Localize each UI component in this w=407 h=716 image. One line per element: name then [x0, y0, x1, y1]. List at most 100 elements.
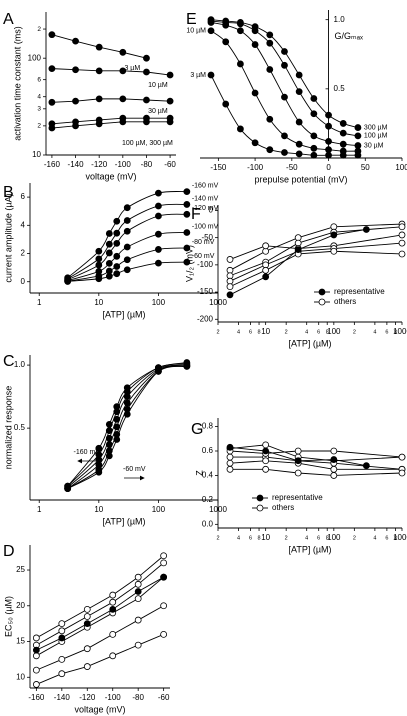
x-tick-label: -160: [28, 693, 45, 702]
x-tick-label: 2: [353, 535, 356, 541]
data-point: [398, 250, 406, 258]
data-point: [262, 266, 270, 274]
x-tick-label: 1000: [393, 327, 407, 336]
data-point: [95, 247, 103, 255]
x-tick-label: -100: [247, 163, 264, 172]
y-axis-label: V₁/₂ (mV): [184, 245, 194, 282]
y-tick-label: 15: [16, 637, 25, 646]
x-tick-label: 1000: [393, 533, 407, 542]
x-tick-label: 10: [94, 298, 103, 307]
x-tick-label: 6: [385, 329, 388, 335]
y-tick-label: -200: [197, 314, 214, 323]
series-label: 3 µM: [190, 72, 206, 79]
legend-marker: [318, 298, 326, 306]
data-point: [83, 605, 91, 613]
panel-label: A: [3, 11, 14, 28]
data-point: [155, 189, 162, 197]
data-point: [354, 142, 362, 149]
data-point: [143, 68, 150, 76]
x-tick-label: 1: [37, 298, 42, 307]
data-point: [109, 605, 117, 613]
data-point: [183, 210, 191, 218]
x-tick-label: 8: [394, 535, 397, 541]
y-tick-label: 4: [37, 93, 41, 100]
data-point: [266, 31, 274, 39]
data-point: [72, 37, 79, 45]
data-point: [58, 627, 66, 635]
series-line: [51, 68, 171, 76]
y-tick-label: 4: [21, 220, 26, 229]
x-tick-label: -120: [79, 693, 96, 702]
data-point: [113, 423, 121, 431]
series-label: -120 mV: [192, 205, 219, 212]
data-point: [105, 240, 113, 248]
legend-marker: [256, 504, 264, 512]
data-point: [226, 443, 234, 451]
data-point: [105, 249, 113, 257]
data-point: [294, 469, 302, 477]
series-label: 3 µM: [124, 65, 140, 72]
data-point: [281, 132, 288, 140]
data-point: [330, 247, 338, 255]
data-point: [32, 652, 40, 660]
x-tick-label: 100: [152, 298, 166, 307]
x-tick-label: -100: [105, 693, 122, 702]
data-point: [310, 95, 318, 102]
data-point: [95, 468, 103, 476]
y-tick-label: 1.0: [14, 360, 26, 369]
data-point: [236, 60, 244, 68]
panel-label: B: [3, 184, 14, 201]
data-point: [339, 140, 347, 148]
data-point: [183, 188, 191, 196]
y-tick-label: 0: [209, 206, 214, 215]
x-tick-label: 100: [395, 163, 407, 172]
data-point: [48, 98, 56, 106]
series-line: [51, 117, 171, 125]
data-point: [226, 283, 234, 291]
data-point: [262, 242, 270, 250]
data-point: [266, 39, 274, 47]
data-point: [109, 598, 117, 606]
data-point: [339, 129, 347, 137]
data-point: [113, 252, 121, 260]
data-point: [236, 125, 244, 133]
x-tick-label: 100: [152, 505, 166, 514]
data-point: [226, 291, 234, 299]
x-tick-label: 4: [305, 329, 308, 335]
data-point: [32, 666, 40, 674]
x-tick-label: 2: [216, 329, 219, 335]
data-point: [398, 469, 406, 477]
y-tick-label: -50: [201, 233, 213, 242]
data-point: [134, 595, 142, 603]
data-point: [83, 613, 91, 620]
data-point: [160, 552, 168, 560]
data-point: [123, 399, 131, 407]
x-tick-label: 6: [317, 535, 320, 541]
data-point: [58, 634, 66, 642]
data-point: [354, 124, 362, 131]
x-tick-label: 2: [285, 535, 288, 541]
data-point: [362, 462, 370, 470]
x-tick-label: 8: [258, 535, 261, 541]
data-point: [155, 367, 162, 375]
x-tick-label: 10: [94, 505, 103, 514]
x-axis-label: voltage (mV): [85, 171, 136, 181]
x-tick-label: 100: [327, 327, 341, 336]
data-point: [325, 138, 332, 145]
x-tick-label: -140: [54, 693, 71, 702]
data-point: [58, 670, 66, 678]
y-tick-label: 20: [16, 601, 25, 610]
data-point: [310, 110, 318, 118]
data-point: [330, 456, 338, 463]
legend-marker: [318, 288, 326, 296]
data-point: [48, 65, 56, 73]
data-point: [123, 393, 131, 401]
data-point: [166, 97, 174, 105]
data-point: [325, 111, 332, 119]
data-point: [398, 239, 406, 247]
y-axis-label: current amplitude (µA): [3, 193, 13, 282]
data-point: [95, 261, 103, 269]
y-tick-label: 2: [37, 123, 41, 130]
data-point: [183, 244, 191, 252]
data-point: [325, 122, 332, 130]
